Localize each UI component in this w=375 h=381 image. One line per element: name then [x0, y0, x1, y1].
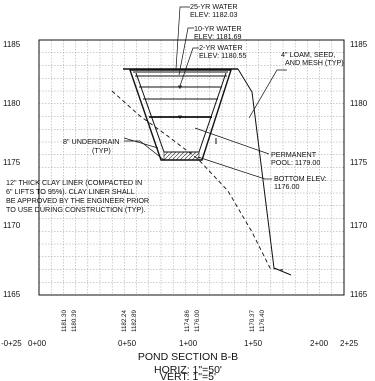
elev-left-1180: 1180 — [3, 99, 21, 108]
water-2yr-label: 2-YR WATER — [199, 43, 243, 52]
drawing-title: POND SECTION B-B — [138, 351, 238, 363]
grid-frame — [38, 39, 345, 296]
pond-outer-slope — [129, 69, 232, 161]
ground-elev-label: 1180.39 — [71, 310, 78, 332]
bottom-note-line2: 1176.00 — [274, 182, 299, 191]
pool-note-line2: POOL: 1179.00 — [271, 158, 320, 167]
water-2yr-elev: ELEV: 1180.55 — [199, 51, 247, 60]
ground-elev-label: 1182.89 — [131, 310, 138, 332]
grid — [39, 40, 345, 295]
bottom-note-line1: BOTTOM ELEV: — [274, 174, 327, 183]
elev-right-1185: 1185 — [350, 40, 368, 49]
pool-note-line1: PERMANENT — [271, 150, 317, 159]
underdrain-note-line2: (TYP) — [92, 146, 111, 155]
leader-lines — [123, 6, 287, 180]
station-label: 0+00 — [28, 339, 47, 348]
ground-elev-label: 1176.00 — [194, 310, 201, 332]
ground-elev-label: 1182.24 — [121, 310, 128, 332]
elev-left-1165: 1165 — [3, 290, 21, 299]
elev-right-1175: 1175 — [350, 158, 368, 167]
station-label: 0+50 — [118, 339, 137, 348]
existing-ground-line — [111, 90, 284, 271]
underdrain-note-line1: 8" UNDERDRAIN — [63, 137, 119, 146]
elev-left-1185: 1185 — [3, 40, 21, 49]
water-25yr-elev: ELEV: 1182.03 — [190, 10, 238, 19]
vertical-scale: VERT: 1"=5' — [160, 371, 216, 381]
ground-elev-label: 1170.37 — [249, 310, 256, 332]
ground-elev-label: 1181.30 — [61, 310, 68, 332]
liner-note-line1: 12" THICK CLAY LINER (COMPACTED IN — [6, 178, 142, 187]
loam-note-line1: 4" LOAM, SEED, — [281, 50, 335, 59]
proposed-grade-right — [237, 68, 292, 276]
clay-liner-inner — [135, 72, 227, 153]
station-label: 1+00 — [179, 339, 198, 348]
liner-note-line4: TO USE DURING CONSTRUCTION (TYP). — [6, 205, 146, 214]
station-label: 1+50 — [244, 339, 263, 348]
elev-left-1175: 1175 — [3, 158, 21, 167]
elev-right-1170: 1170 — [350, 221, 368, 230]
liner-note-line2: 6" LIFTS TO 95%). CLAY LINER SHALL — [6, 187, 135, 196]
station-label: -0+25 — [1, 339, 22, 348]
ground-elev-label: 1174.86 — [184, 310, 191, 332]
loam-note-line2: AND MESH (TYP) — [285, 58, 344, 67]
elev-left-1170: 1170 — [3, 221, 21, 230]
station-label: 2+25 — [340, 339, 359, 348]
horizontal-scale: HORIZ: 1"=50' — [154, 364, 222, 376]
elev-right-1165: 1165 — [350, 290, 368, 299]
elev-right-1180: 1180 — [350, 99, 368, 108]
underdrain-stone — [163, 151, 200, 161]
water-10yr-elev: ELEV: 1181.69 — [194, 32, 242, 41]
ground-elev-label: 1176.40 — [259, 310, 266, 332]
water-10yr-label: 10-YR WATER — [194, 24, 242, 33]
station-label: 2+00 — [310, 339, 329, 348]
water-mark-pool — [178, 115, 182, 119]
water-25yr-label: 25-YR WATER — [190, 2, 238, 11]
liner-note-line3: BE APPROVED BY THE ENGINEER PRIOR — [6, 196, 149, 205]
